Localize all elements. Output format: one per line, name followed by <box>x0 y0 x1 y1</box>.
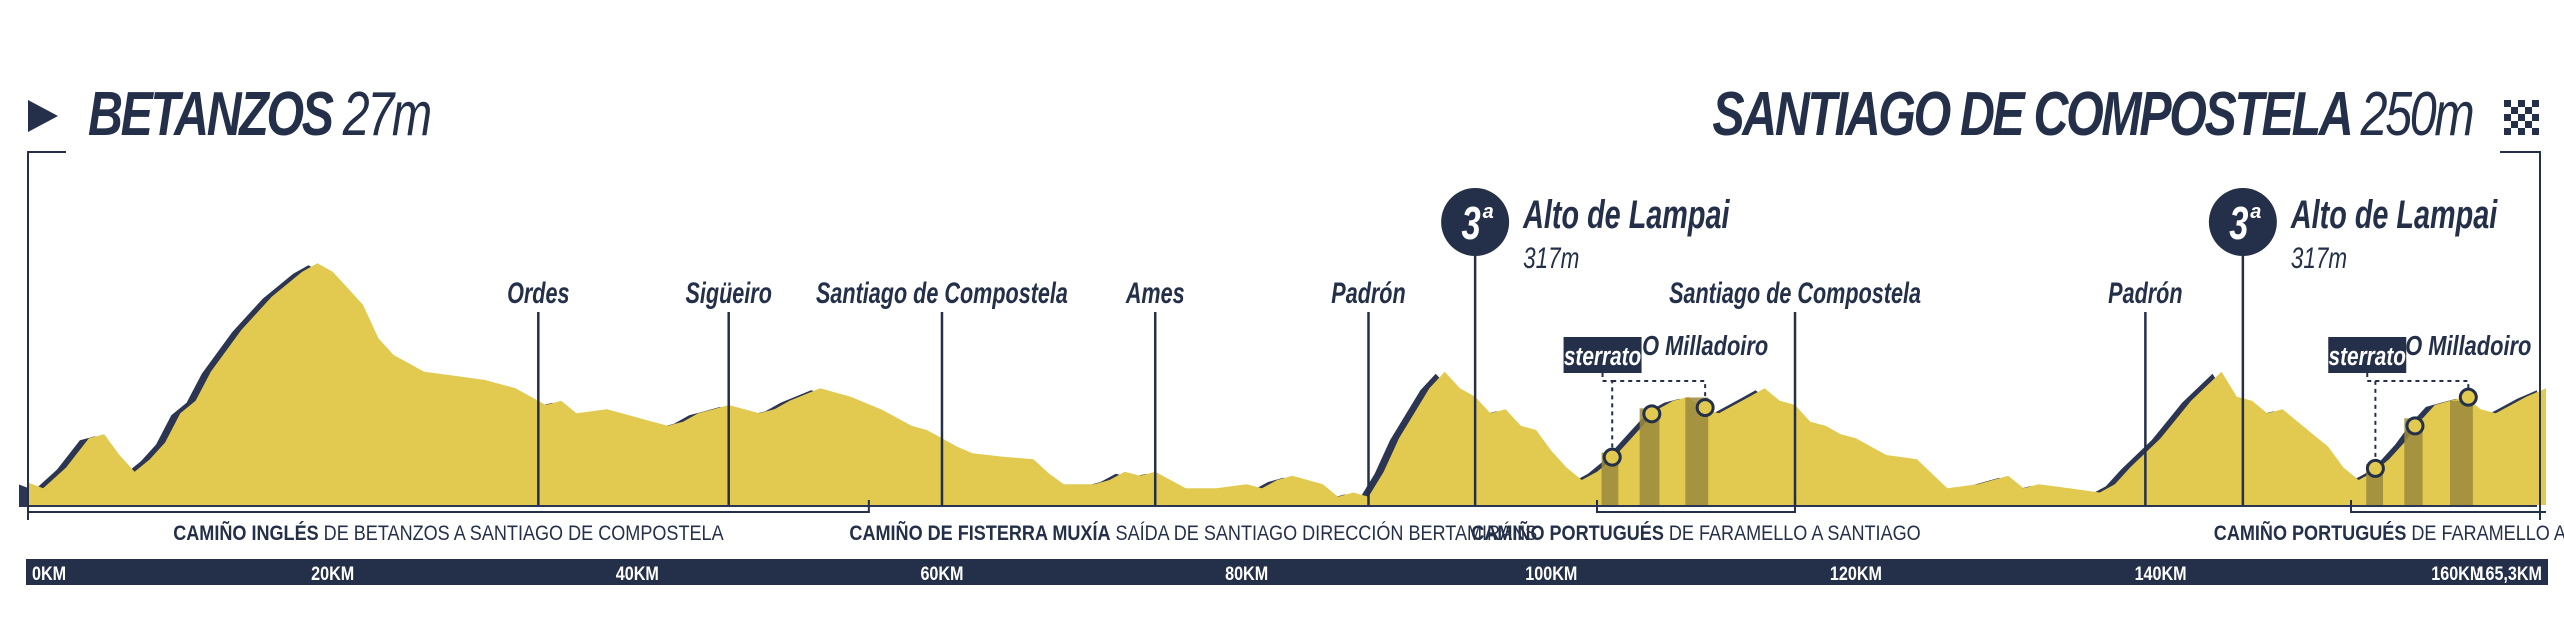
km-tick-1: 20KM <box>311 563 354 585</box>
place-label-6: Padrón <box>2108 275 2182 309</box>
finish-altitude: 250m <box>2360 80 2474 149</box>
km-tick-8: 160KM <box>2431 563 2483 585</box>
sterrato-summit-1: O Milladoiro <box>2405 330 2531 361</box>
km-tick-7: 140KM <box>2135 563 2187 585</box>
start-altitude: 27m <box>342 80 432 149</box>
finish-flag-cell-0-0 <box>2504 100 2511 107</box>
route-label-0: CAMIÑO INGLÉS DE BETANZOS A SANTIAGO DE … <box>173 521 724 546</box>
route-label-3: CAMIÑO PORTUGUÉS DE FARAMELLO A SANTIAGO <box>2214 521 2564 546</box>
place-label-0: Ordes <box>507 275 569 309</box>
km-tick-6: 120KM <box>1830 563 1882 585</box>
km-tick-2: 40KM <box>616 563 659 585</box>
sterrato-leader2-1 <box>2375 380 2470 390</box>
start-flag-icon <box>28 100 58 132</box>
climb-badge-0 <box>1441 188 1510 256</box>
climb-name-1: Alto de Lampai <box>2290 192 2498 237</box>
finish-flag-cell-1-1 <box>2511 107 2518 114</box>
sterrato-dot-0-1 <box>1642 404 1662 424</box>
sterrato-dot-1-2 <box>2458 387 2478 407</box>
route-name-3: CAMIÑO PORTUGUÉS <box>2214 521 2407 546</box>
finish-flag-cell-3-3 <box>2525 121 2532 128</box>
km-tick-9: 165,3KM <box>2476 563 2542 585</box>
sterrato-dot-1-0 <box>2365 458 2385 478</box>
climb-name-0: Alto de Lampai <box>1522 192 1730 237</box>
km-axis-bar <box>26 559 2548 585</box>
finish-flag-cell-0-4 <box>2532 100 2539 107</box>
km-tick-5: 100KM <box>1525 563 1577 585</box>
route-desc-0: DE BETANZOS A SANTIAGO DE COMPOSTELA <box>319 522 725 546</box>
sterrato-badge-1 <box>2328 337 2407 373</box>
sterrato-label-0: sterrato <box>1564 342 1641 371</box>
finish-flag-cell-2-4 <box>2532 114 2539 121</box>
sterrato-leader-1 <box>2366 373 2377 461</box>
sterrato-sector-1-1 <box>2404 418 2423 505</box>
sterrato-sector-0-2 <box>1685 397 1709 505</box>
route-name-0: CAMIÑO INGLÉS <box>173 521 318 546</box>
place-label-1: Sigüeiro <box>686 275 772 309</box>
start-title: BETANZOS 27m <box>88 84 432 146</box>
climb-badge-1 <box>2208 188 2277 256</box>
sterrato-badge-0 <box>1563 337 1642 373</box>
place-label-5: Santiago de Compostela <box>1669 275 1921 309</box>
finish-frame <box>2500 151 2541 520</box>
route-bracket-3 <box>2350 500 2546 513</box>
climb-category-sup-0: a <box>1483 201 1494 223</box>
finish-flag-cell-4-2 <box>2518 128 2525 135</box>
route-label-1: CAMIÑO DE FISTERRA MUXÍA SAÍDA DE SANTIA… <box>849 521 1537 546</box>
km-tick-3: 60KM <box>920 563 963 585</box>
climb-altitude-0: 317m <box>1523 241 1579 275</box>
climb-altitude-1: 317m <box>2291 241 2347 275</box>
climb-category-1: 3 <box>2229 197 2249 249</box>
finish-flag-cell-4-4 <box>2532 128 2539 135</box>
sterrato-dot-1-1 <box>2405 416 2425 436</box>
sterrato-label-1: sterrato <box>2329 342 2406 371</box>
place-label-4: Padrón <box>1331 275 1405 309</box>
climb-category-0: 3 <box>1462 197 1482 249</box>
finish-flag-cell-4-0 <box>2504 128 2511 135</box>
place-label-2: Santiago de Compostela <box>816 275 1068 309</box>
route-name-2: CAMIÑO PORTUGUÉS <box>1471 521 1664 546</box>
start-frame <box>27 151 66 520</box>
route-label-2: CAMIÑO PORTUGUÉS DE FARAMELLO A SANTIAGO <box>1471 521 1920 546</box>
finish-title: SANTIAGO DE COMPOSTELA 250m <box>1712 84 2474 146</box>
sterrato-summit-0: O Milladoiro <box>1642 330 1768 361</box>
finish-name: SANTIAGO DE COMPOSTELA <box>1712 80 2352 149</box>
route-desc-3: DE FARAMELLO A SANTIAGO <box>2406 522 2564 546</box>
finish-flag-cell-3-1 <box>2511 121 2518 128</box>
finish-flag-cell-2-2 <box>2518 114 2525 121</box>
km-tick-4: 80KM <box>1225 563 1268 585</box>
route-desc-2: DE FARAMELLO A SANTIAGO <box>1664 522 1921 546</box>
profile-area <box>28 263 2546 505</box>
finish-flag-icon <box>2504 100 2539 135</box>
route-desc-1: SAÍDA DE SANTIAGO DIRECCIÓN BERTAMIRÁNS <box>1111 521 1538 546</box>
sterrato-leader-0 <box>1601 373 1614 450</box>
finish-flag-cell-1-3 <box>2525 107 2532 114</box>
finish-flag-cell-0-2 <box>2518 100 2525 107</box>
sterrato-leader2-0 <box>1612 380 1707 400</box>
route-name-1: CAMIÑO DE FISTERRA MUXÍA <box>849 521 1110 546</box>
place-label-3: Ames <box>1125 275 1185 309</box>
sterrato-sector-1-2 <box>2450 400 2473 505</box>
climb-category-sup-1: a <box>2250 201 2261 223</box>
sterrato-dot-0-0 <box>1602 447 1622 467</box>
finish-flag-cell-2-0 <box>2504 114 2511 121</box>
start-name: BETANZOS <box>88 80 334 149</box>
route-bracket-2 <box>1595 500 1797 513</box>
sterrato-sector-0-1 <box>1639 408 1660 505</box>
km-tick-0: 0KM <box>32 563 66 585</box>
sterrato-dot-0-2 <box>1695 398 1715 418</box>
